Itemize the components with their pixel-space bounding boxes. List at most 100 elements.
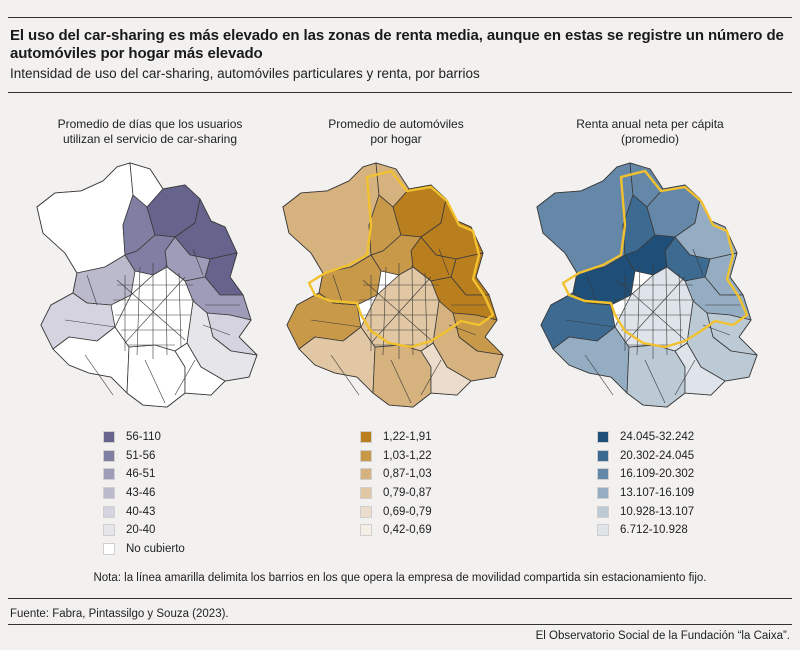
neighborhood-boundary — [420, 359, 442, 396]
neighborhood-boundary — [616, 279, 686, 341]
legend-label: 20-40 — [126, 524, 156, 537]
neighborhood-boundary — [144, 359, 166, 404]
legend-label: 0,79-0,87 — [383, 487, 432, 500]
footer-divider — [8, 624, 792, 625]
district-region — [420, 342, 472, 396]
legend-swatch — [597, 468, 609, 481]
legend-label: 1,03-1,22 — [383, 449, 432, 462]
legend-label: 51-56 — [126, 449, 156, 462]
legend-swatch — [103, 505, 115, 518]
map-cars-per-household — [282, 162, 504, 408]
neighborhood-boundary — [136, 266, 141, 356]
legend-swatch — [360, 487, 372, 500]
legend-item: 51-56 — [103, 447, 185, 466]
source-text: Fuente: Fabra, Pintassilgo y Souza (2023… — [10, 608, 229, 620]
legend-cars: 1,22-1,91 1,03-1,22 0,87-1,03 0,79-0,87 0,69… — [360, 428, 432, 540]
legend-swatch — [597, 449, 609, 462]
legend-item: 56-110 — [103, 428, 185, 447]
legend-income: 24.045-32.242 20.302-24.045 16.109-20.302 1… — [597, 428, 694, 540]
legend-label: 0,69-0,79 — [383, 505, 432, 518]
legend-label: 6.712-10.928 — [620, 524, 688, 537]
legend-item: 0,69-0,79 — [360, 502, 432, 521]
neighborhood-boundary — [174, 359, 196, 396]
legend-swatch — [360, 505, 372, 518]
neighborhood-boundary — [678, 272, 682, 348]
legend-label: 20.302-24.045 — [620, 449, 695, 462]
neighborhood-boundary — [116, 279, 186, 341]
district-region — [624, 234, 676, 276]
legend-swatch — [597, 431, 609, 444]
legend-item: 0,87-1,03 — [360, 465, 432, 484]
map-title-carsharing: Promedio de días que los usuarios utiliz… — [57, 117, 243, 146]
district-region — [36, 162, 134, 274]
legend-carsharing: 56-110 51-56 46-51 43-46 40-43 20-40 No cubier… — [103, 428, 185, 558]
header-divider — [8, 92, 792, 93]
neighborhood-boundary — [411, 264, 414, 356]
carsharing-operating-area-outline — [307, 169, 495, 349]
neighborhood-boundary — [192, 248, 204, 276]
map-income — [536, 162, 758, 408]
district-region — [174, 342, 226, 396]
legend-label: 40-43 — [126, 505, 156, 518]
legend-item: No cubierto — [103, 540, 185, 559]
neighborhood-boundary — [330, 354, 360, 396]
legend-item: 43-46 — [103, 484, 185, 503]
neighborhood-boundary — [564, 319, 616, 328]
legend-swatch — [597, 524, 609, 537]
legend-swatch — [103, 449, 115, 462]
district-region — [124, 234, 176, 276]
legend-item: 0,42-0,69 — [360, 521, 432, 540]
neighborhood-boundary — [674, 359, 696, 396]
neighborhood-boundary — [165, 264, 168, 356]
neighborhood-boundary — [390, 359, 412, 404]
legend-label: 46-51 — [126, 468, 156, 481]
neighborhood-boundary — [692, 248, 704, 276]
district-region — [372, 344, 432, 408]
credit-text: El Observatorio Social de la Fundación “… — [535, 630, 790, 642]
legend-swatch — [597, 487, 609, 500]
legend-item: 10.928-13.107 — [597, 502, 694, 521]
neighborhood-boundary — [310, 319, 362, 328]
district-region — [674, 342, 726, 396]
carsharing-operating-area-outline — [561, 169, 749, 349]
neighborhood-boundary — [332, 274, 344, 306]
legend-label: 16.109-20.302 — [620, 468, 695, 481]
legend-swatch — [103, 431, 115, 444]
neighborhood-boundary — [362, 279, 432, 341]
legend-label: 56-110 — [126, 431, 161, 444]
legend-swatch — [103, 487, 115, 500]
district-region — [370, 234, 422, 276]
legend-swatch — [360, 431, 372, 444]
legend-item: 0,79-0,87 — [360, 484, 432, 503]
neighborhood-boundary — [665, 264, 668, 356]
legend-label: 24.045-32.242 — [620, 431, 695, 444]
district-region — [626, 344, 686, 408]
legend-swatch — [103, 468, 115, 481]
map-title-cars: Promedio de automóviles por hogar — [328, 117, 464, 146]
neighborhood-boundary — [202, 324, 231, 336]
legend-item: 24.045-32.242 — [597, 428, 694, 447]
neighborhood-boundary — [644, 359, 666, 404]
footnote: Nota: la línea amarilla delimita los bar… — [93, 572, 707, 584]
legend-item: 1,03-1,22 — [360, 447, 432, 466]
legend-label: 1,22-1,91 — [383, 431, 432, 444]
map-title-income: Renta anual neta per cápita (promedio) — [576, 117, 724, 146]
legend-item: 20-40 — [103, 521, 185, 540]
legend-label: 0,42-0,69 — [383, 524, 432, 537]
legend-label: 0,87-1,03 — [383, 468, 432, 481]
legend-swatch — [360, 449, 372, 462]
chart-title: El uso del car-sharing es más elevado en… — [10, 27, 784, 62]
legend-label: 10.928-13.107 — [620, 505, 695, 518]
chart-subtitle: Intensidad de uso del car-sharing, autom… — [10, 66, 480, 81]
legend-label: 13.107-16.109 — [620, 487, 695, 500]
neighborhood-boundary — [86, 274, 98, 306]
legend-label: 43-46 — [126, 487, 156, 500]
legend-item: 1,22-1,91 — [360, 428, 432, 447]
legend-item: 16.109-20.302 — [597, 465, 694, 484]
legend-item: 13.107-16.109 — [597, 484, 694, 503]
legend-label: No cubierto — [126, 542, 185, 555]
neighborhood-boundary — [584, 354, 614, 396]
legend-item: 20.302-24.045 — [597, 447, 694, 466]
legend-swatch — [597, 505, 609, 518]
neighborhood-boundary — [624, 276, 686, 344]
